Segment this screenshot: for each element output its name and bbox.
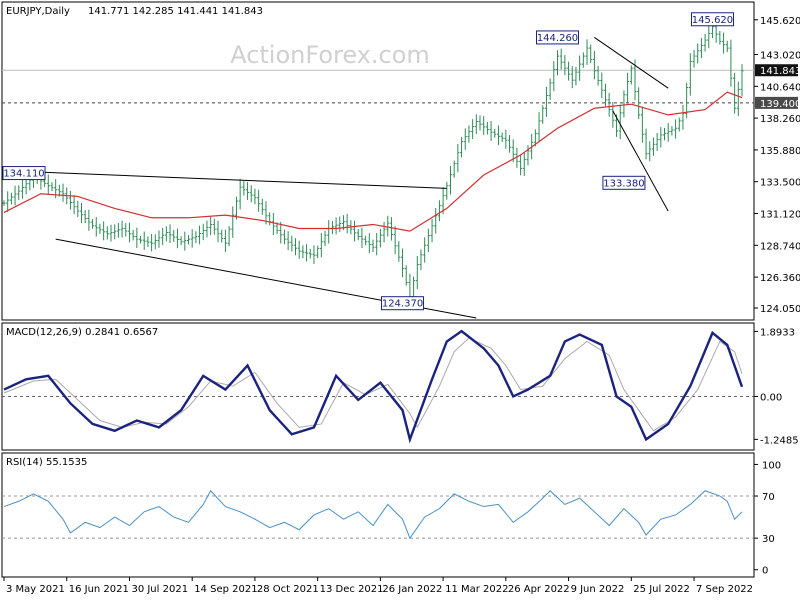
price-bars	[2, 18, 744, 306]
macd-label: MACD(12,26,9) 0.2841 0.6567	[6, 327, 158, 338]
macd-axis-label: -1.2485	[760, 435, 799, 446]
x-axis-label: 11 Mar 2022	[445, 584, 508, 595]
rsi-label: RSI(14) 55.1535	[6, 457, 87, 468]
trendline	[612, 110, 669, 212]
x-axis-label: 26 Jan 2022	[382, 584, 442, 595]
x-axis-label: 13 Dec 2021	[320, 584, 384, 595]
annotation-box	[2, 166, 46, 181]
x-axis-label: 28 Oct 2021	[257, 584, 319, 595]
macd-line	[3, 329, 744, 444]
rsi-layer: 100 70 30 0	[2, 460, 781, 577]
x-axis-label: 16 Jun 2021	[69, 584, 129, 595]
price-panel-frame	[1, 1, 755, 321]
macd-layer: 1.8933 0.00 -1.2485	[2, 327, 799, 446]
price-axis-label: 143.020	[760, 51, 800, 62]
price-axis-label: 133.500	[760, 178, 800, 189]
annotation-box	[602, 175, 646, 190]
last-price-tag-bg	[755, 64, 798, 77]
macd-panel-frame	[1, 322, 755, 451]
x-axis-label: 30 Jul 2021	[131, 584, 188, 595]
rsi-axis-label: 0	[762, 566, 768, 577]
x-axis-label: 26 Apr 2022	[508, 584, 570, 595]
annotation-label: 134.110	[3, 169, 44, 180]
annotation-box	[536, 30, 579, 45]
macd-signal-line	[3, 337, 743, 432]
ohlc-label: 141.771 142.285 141.441 141.843	[88, 6, 263, 17]
price-axis-label: 124.050	[760, 304, 800, 315]
price-axis: 145.620 143.020 140.640 138.260 135.880 133.5…	[754, 16, 800, 315]
x-axis-label: 14 Sep 2021	[194, 584, 257, 595]
annotation-label: 145.620	[692, 15, 733, 26]
price-axis-label: 126.360	[760, 273, 800, 284]
x-axis-label: 9 Jun 2022	[571, 584, 625, 595]
annotation-label: 133.380	[603, 178, 644, 189]
trendline	[594, 36, 669, 89]
trendline	[11, 170, 447, 189]
level-tag: 139.400	[760, 99, 800, 110]
x-axis-label: 25 Jul 2022	[633, 584, 690, 595]
price-axis-label: 128.740	[760, 241, 800, 252]
price-axis-label: 145.620	[760, 16, 800, 27]
rsi-axis-label: 100	[762, 460, 781, 471]
price-grid	[2, 69, 754, 104]
annotation-box	[381, 296, 425, 311]
macd-axis-label: 1.8933	[760, 327, 795, 338]
watermark: ActionForex.com	[230, 41, 430, 69]
rsi-axis-label: 70	[762, 492, 775, 503]
level-tag-bg	[755, 96, 798, 109]
rsi-line	[3, 489, 743, 540]
price-axis-label: 135.880	[760, 146, 800, 157]
x-axis: 3 May 2021 16 Jun 2021 30 Jul 2021 14 Sep 2…	[3, 577, 753, 595]
annotation-label: 124.370	[382, 299, 423, 310]
symbol-label: EURJPY,Daily	[6, 6, 70, 17]
price-axis-label: 140.640	[760, 82, 800, 93]
price-axis-label: 138.260	[760, 114, 800, 125]
x-axis-label: 3 May 2021	[6, 584, 65, 595]
x-axis-label: 7 Sep 2022	[696, 584, 753, 595]
last-price-tag: 141.843	[760, 66, 800, 77]
price-annotations: 134.110 124.370 144.260 133.380 145.620	[2, 12, 734, 311]
rsi-panel-frame	[1, 452, 755, 578]
macd-axis-label: 0.00	[760, 392, 782, 403]
price-axis-label: 131.120	[760, 210, 800, 221]
moving-average-line	[3, 91, 743, 232]
annotation-box	[690, 12, 734, 27]
annotation-label: 144.260	[537, 33, 578, 44]
rsi-axis-label: 30	[762, 534, 775, 545]
